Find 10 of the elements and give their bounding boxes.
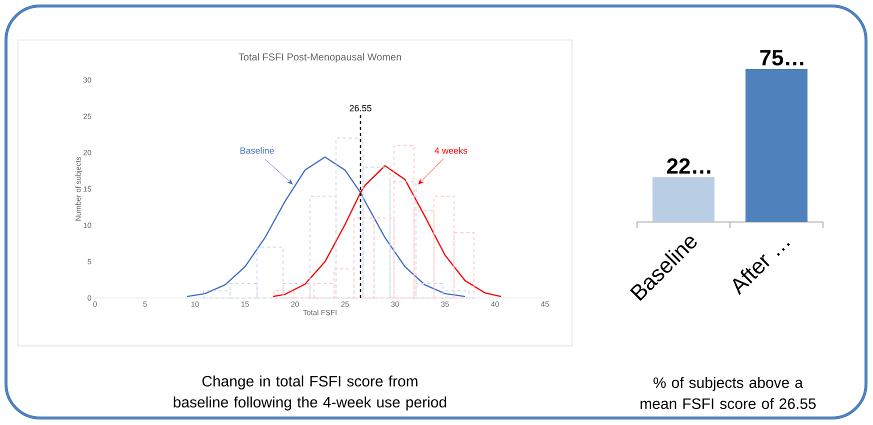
text: 4 weeks [434,147,468,154]
chart-title: Total FSFI Post-Menopausal Women [238,53,401,62]
ref-line-label: 26.55 [350,104,372,112]
data-label: 22… [667,158,710,174]
text: % of subjects above a mean FSFI score of 26.55 [640,376,816,409]
data-label: 75… [760,50,804,66]
text: Change in total FSFI score from baseline following the 4-week use period [174,375,446,410]
text: Baseline [240,147,274,154]
line-series [272,165,502,298]
line-series [186,156,466,298]
